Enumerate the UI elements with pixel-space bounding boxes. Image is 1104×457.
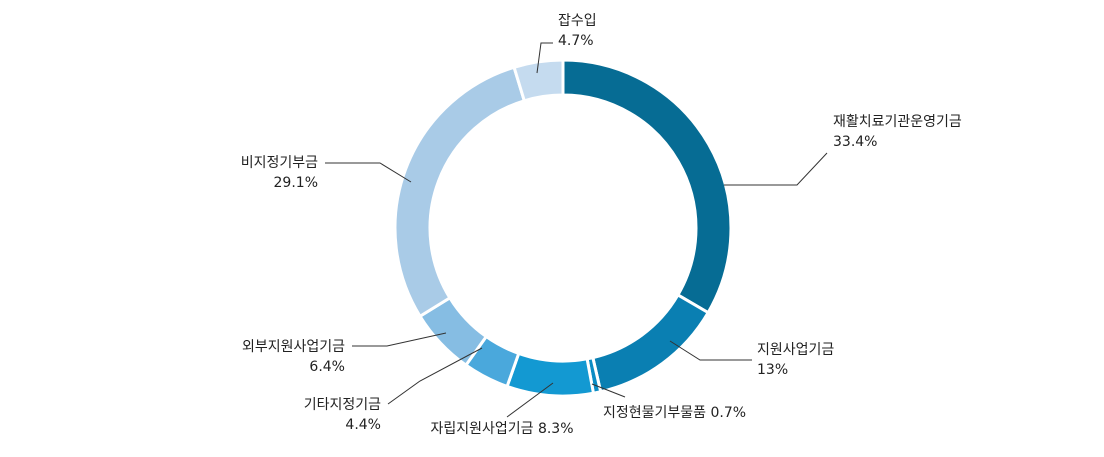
leader-line-6 [325, 162, 412, 183]
slice-value-2: 0.7% [711, 405, 747, 421]
donut-slice-7 [512, 58, 565, 103]
slice-label-5: 외부지원사업기금 [242, 339, 345, 355]
slice-value-7: 4.7% [558, 33, 594, 49]
slice-label-2-name: 지정현물기부물품 [603, 405, 706, 421]
leader-line-5 [352, 332, 447, 347]
donut-slice-6 [393, 65, 526, 318]
slice-value-0: 33.4% [833, 134, 877, 150]
slice-label-7: 잡수입 [558, 13, 597, 29]
slice-label-0: 재활치료기관운영기금 [833, 114, 962, 130]
donut-slices [393, 58, 733, 398]
slice-label-3: 자립지원사업기금 8.3% [430, 421, 573, 437]
slice-value-4: 4.4% [345, 417, 381, 433]
donut-slice-1 [591, 293, 710, 394]
slice-value-3: 8.3% [538, 421, 574, 437]
leader-line-0 [724, 152, 828, 186]
donut-slice-3 [505, 351, 595, 398]
leader-line-7 [536, 42, 553, 74]
slice-value-1: 13% [757, 362, 788, 378]
leader-line-3 [506, 382, 554, 418]
slice-label-6: 비지정기부금 [241, 155, 318, 171]
leader-line-2 [591, 383, 626, 398]
slice-label-1: 지원사업기금 [757, 342, 834, 358]
leader-line-4 [387, 347, 483, 405]
donut-slice-0 [561, 58, 733, 315]
slice-label-3-name: 자립지원사업기금 [430, 421, 533, 437]
leader-lines [325, 42, 828, 418]
leader-line-1 [669, 340, 752, 361]
slice-value-6: 29.1% [274, 175, 318, 191]
slice-label-2: 지정현물기부물품 0.7% [603, 405, 746, 421]
slice-value-5: 6.4% [309, 359, 345, 375]
slice-label-4: 기타지정기금 [304, 397, 381, 413]
